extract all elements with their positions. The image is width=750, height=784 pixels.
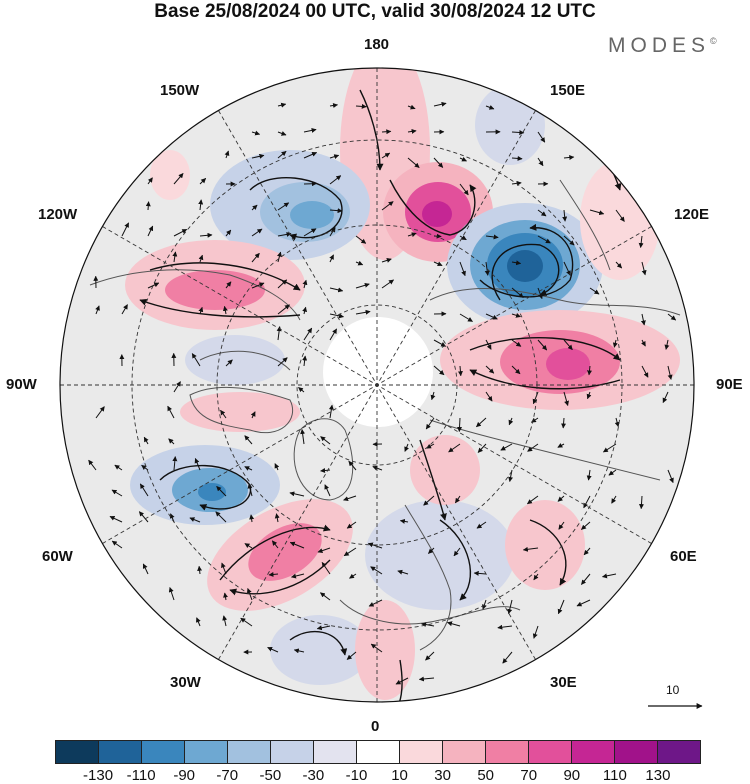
lon-label-90w: 90W (6, 376, 37, 393)
colorbar-tick-label: -110 (127, 767, 156, 784)
colorbar-tick-label: -130 (83, 767, 113, 784)
colorbar-segment (572, 741, 615, 763)
positive-anomaly-alaska-core (165, 270, 265, 310)
lon-label-60e: 60E (670, 548, 697, 565)
positive-anomaly-central-asia-peak (546, 348, 590, 380)
colorbar-segment (357, 741, 400, 763)
pole-neutral-area (323, 317, 433, 427)
lon-label-150e: 150E (550, 82, 585, 99)
wind-vector (459, 418, 460, 432)
colorbar-tick-label: 50 (477, 767, 494, 784)
colorbar-tick-label: 30 (434, 767, 451, 784)
colorbar-tick-label: -10 (346, 767, 368, 784)
positive-anomaly-east-siberia-peak (422, 201, 452, 227)
colorbar-segment (314, 741, 357, 763)
colorbar-tick-label: -90 (173, 767, 195, 784)
wind-vector (356, 106, 366, 107)
colorbar-tick-label: 90 (563, 767, 580, 784)
colorbar-segment (56, 741, 99, 763)
colorbar-segment (615, 741, 658, 763)
wind-vector (382, 131, 391, 132)
colorbar-tick-label: 110 (603, 767, 627, 784)
colorbar-segment (529, 741, 572, 763)
lon-label-30e: 30E (550, 674, 577, 691)
colorbar-segment (185, 741, 228, 763)
colorbar (55, 740, 701, 764)
colorbar-segment (400, 741, 443, 763)
positive-anomaly-russia (410, 435, 480, 505)
lon-label-180: 180 (364, 36, 389, 53)
colorbar-segment (443, 741, 486, 763)
negative-anomaly-europe (365, 500, 515, 610)
colorbar-segment (486, 741, 529, 763)
colorbar-tick-label: 130 (645, 767, 670, 784)
colorbar-segment (271, 741, 314, 763)
colorbar-tick-label: -30 (303, 767, 325, 784)
lon-label-90e: 90E (716, 376, 743, 393)
lon-label-150w: 150W (160, 82, 199, 99)
colorbar-tick-label: 10 (391, 767, 408, 784)
map-disk (0, 0, 750, 740)
colorbar-segment (142, 741, 185, 763)
colorbar-tick-label: 70 (520, 767, 537, 784)
positive-anomaly-mediterranean (355, 600, 415, 700)
negative-anomaly-asia-peak (507, 250, 543, 282)
positive-anomaly-hudson (180, 392, 300, 432)
colorbar-tick-label: -70 (216, 767, 238, 784)
colorbar-segment (228, 741, 271, 763)
lon-label-60w: 60W (42, 548, 73, 565)
positive-anomaly-caspian (505, 500, 585, 590)
colorbar-segment (99, 741, 142, 763)
colorbar-segment (658, 741, 700, 763)
lon-label-0: 0 (371, 718, 379, 735)
polar-stereographic-map (0, 0, 750, 740)
negative-anomaly-pacific-peak (290, 201, 334, 229)
colorbar-tick-label: -50 (259, 767, 281, 784)
reference-vector-label: 10 (666, 683, 679, 697)
wind-vector (148, 202, 149, 210)
lon-label-120e: 120E (674, 206, 709, 223)
lon-label-120w: 120W (38, 206, 77, 223)
lon-label-30w: 30W (170, 674, 201, 691)
